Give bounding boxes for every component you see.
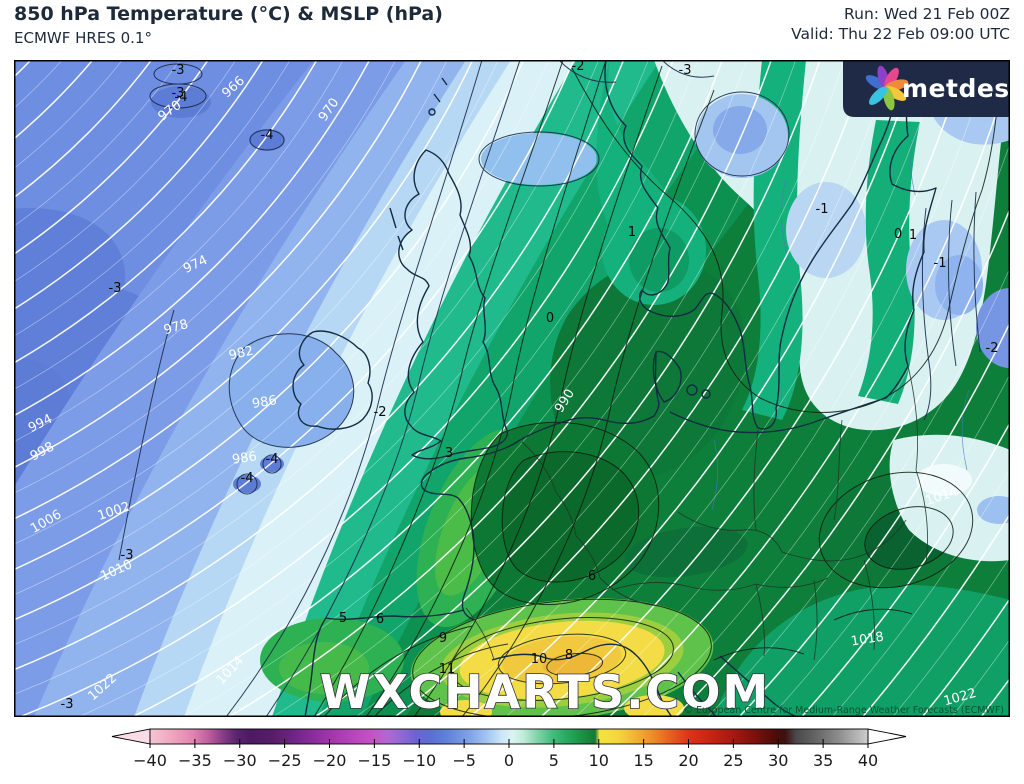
run-valid-block: Run: Wed 21 Feb 00Z Valid: Thu 22 Feb 09… xyxy=(791,4,1010,45)
watermark: WXCHARTS.COM xyxy=(320,665,770,717)
temperature-label: -4 xyxy=(241,471,254,486)
colorbar-tick-label: −5 xyxy=(452,751,476,770)
colorbar-tick-label: −40 xyxy=(133,751,167,770)
colorbar-tick-label: −35 xyxy=(178,751,212,770)
temperature-label: -4 xyxy=(175,90,188,105)
coastlines xyxy=(292,60,937,717)
temperature-label: -1 xyxy=(934,256,947,271)
metdesk-logo-text: metdesk xyxy=(902,74,1010,103)
colorbar: −40 −35 −30 −25 −20 −15 −10 −5 0 5 10 15 20 25 30 35 40 xyxy=(111,728,907,770)
metdesk-logo: metdesk xyxy=(843,60,1010,117)
map-container: 966 970 970 974 978 982 986 986 990 994 998 1002 100… xyxy=(14,60,1010,717)
colorbar-tick-label: 20 xyxy=(678,751,698,770)
temperature-label: 3 xyxy=(445,446,453,461)
colorbar-tick-labels: −40 −35 −30 −25 −20 −15 −10 −5 0 5 10 15 20 25 30 35 40 xyxy=(133,751,878,770)
copyright-text: © European Centre for Medium-Range Weath… xyxy=(684,705,1005,716)
temperature-label: -1 xyxy=(816,202,829,217)
colorbar-tick-label: 0 xyxy=(504,751,514,770)
temperature-label: -3 xyxy=(61,697,74,712)
run-time: Run: Wed 21 Feb 00Z xyxy=(844,5,1010,23)
temperature-label: 9 xyxy=(439,631,447,646)
temperature-label: -4 xyxy=(266,452,279,467)
logo-petal xyxy=(869,86,888,105)
temperature-label: -2 xyxy=(986,341,999,356)
temperature-label: 6 xyxy=(376,612,384,627)
isobar-label: 986 xyxy=(231,449,258,467)
temperature-label: -3 xyxy=(172,86,185,101)
isobar-label: 1018 xyxy=(850,630,885,650)
colorbar-right-arrow xyxy=(867,728,907,745)
colorbar-tick-label: 35 xyxy=(813,751,833,770)
temperature-label: 0 xyxy=(894,227,902,242)
colorbar-tick-label: −10 xyxy=(402,751,436,770)
isobar-label: 982 xyxy=(227,343,255,363)
colorbar-container: −40 −35 −30 −25 −20 −15 −10 −5 0 5 10 15 20 25 30 35 40 xyxy=(0,725,1024,784)
colorbar-tick-label: 30 xyxy=(768,751,788,770)
valid-time: Valid: Thu 22 Feb 09:00 UTC xyxy=(791,25,1010,44)
colorbar-tick-label: −20 xyxy=(313,751,347,770)
temperature-label: -2 xyxy=(572,60,585,74)
map-border xyxy=(14,60,1010,717)
colorbar-tick-label: −25 xyxy=(268,751,302,770)
temperature-label: 11 xyxy=(439,662,456,677)
colorbar-tick-label: −30 xyxy=(223,751,257,770)
temperature-label: -2 xyxy=(374,405,387,420)
temperature-label: 10 xyxy=(531,652,548,667)
colorbar-ticks xyxy=(149,739,869,748)
isobar-label: 978 xyxy=(162,317,190,338)
colorbar-left-arrow xyxy=(111,728,151,745)
temperature-label: 8 xyxy=(565,648,573,663)
temperature-label: -3 xyxy=(121,548,134,563)
temperature-label: 5 xyxy=(339,611,347,626)
temperature-label: -3 xyxy=(109,281,122,296)
temperature-label: 1 xyxy=(628,225,636,240)
colorbar-tick-label: 5 xyxy=(549,751,559,770)
temperature-label: 1 xyxy=(909,228,917,243)
isobar-label: 986 xyxy=(251,393,278,412)
colorbar-tick-label: 10 xyxy=(589,751,609,770)
temperature-label: -3 xyxy=(172,63,185,78)
colorbar-tick-label: −15 xyxy=(357,751,391,770)
colorbar-tick-label: 15 xyxy=(633,751,653,770)
colorbar-tick-label: 25 xyxy=(723,751,743,770)
country-borders xyxy=(465,365,928,661)
page-title: 850 hPa Temperature (°C) & MSLP (hPa) xyxy=(14,3,443,25)
temperature-label: -4 xyxy=(261,128,274,143)
model-subtitle: ECMWF HRES 0.1° xyxy=(14,29,152,47)
temperature-label: 6 xyxy=(588,569,596,584)
temperature-label: 0 xyxy=(546,311,554,326)
metdesk-flower-icon xyxy=(865,65,909,111)
temperature-label: -3 xyxy=(679,63,692,78)
colorbar-tick-label: 40 xyxy=(858,751,878,770)
